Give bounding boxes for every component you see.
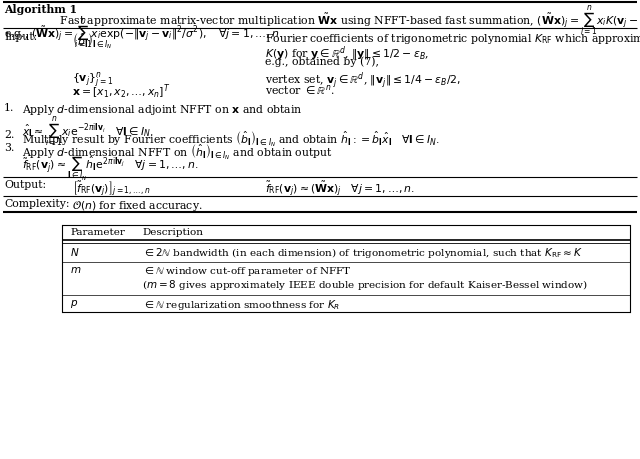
- Text: $\in 2\mathbb{N}$ bandwidth (in each dimension) of trigonometric polynomial, suc: $\in 2\mathbb{N}$ bandwidth (in each dim…: [142, 246, 583, 260]
- Text: ($m = 8$ gives approximately IEEE double precision for default Kaiser-Bessel win: ($m = 8$ gives approximately IEEE double…: [142, 278, 588, 292]
- Text: vertex set, $\mathbf{v}_j \in \mathbb{R}^d$, $\|\mathbf{v}_j\| \leq 1/4 - \varep: vertex set, $\mathbf{v}_j \in \mathbb{R}…: [265, 70, 461, 91]
- Text: $p$: $p$: [70, 298, 78, 310]
- Text: Apply $d$-dimensional adjoint NFFT on $\mathbf{x}$ and obtain: Apply $d$-dimensional adjoint NFFT on $\…: [22, 103, 303, 117]
- Text: vector $\in \mathbb{R}^n$.: vector $\in \mathbb{R}^n$.: [265, 83, 335, 97]
- Text: $\mathcal{O}(n)$ for fixed accuracy.: $\mathcal{O}(n)$ for fixed accuracy.: [72, 199, 202, 213]
- Text: Algorithm 1: Algorithm 1: [4, 4, 77, 15]
- Text: $\left\{\mathbf{v}_j\right\}_{j=1}^{n}$: $\left\{\mathbf{v}_j\right\}_{j=1}^{n}$: [72, 70, 113, 90]
- Text: Description: Description: [142, 228, 203, 237]
- Text: $m$: $m$: [70, 265, 81, 275]
- Text: e.g., obtained by (7),: e.g., obtained by (7),: [265, 56, 379, 67]
- Text: $N$: $N$: [70, 246, 79, 258]
- Text: Input:: Input:: [4, 32, 37, 42]
- Text: 2.: 2.: [4, 130, 14, 140]
- Text: $\left(\hat{b}_{\mathbf{l}}\right)_{\mathbf{l}\in I_N}$: $\left(\hat{b}_{\mathbf{l}}\right)_{\mat…: [72, 32, 113, 51]
- Text: Multiply result by Fourier coefficients $\left(\hat{b}_{\mathbf{l}}\right)_{\mat: Multiply result by Fourier coefficients …: [22, 130, 440, 150]
- Text: Fast approximate matrix-vector multiplication $\tilde{\mathbf{W}}\mathbf{x}$ usi: Fast approximate matrix-vector multiplic…: [56, 4, 640, 39]
- Text: $\in \mathbb{N}$ regularization smoothness for $K_R$: $\in \mathbb{N}$ regularization smoothne…: [142, 298, 340, 312]
- Text: $\left[\tilde{f}_{\mathrm{RF}}(\mathbf{v}_j)\right]_{j=1,\ldots,n}$: $\left[\tilde{f}_{\mathrm{RF}}(\mathbf{v…: [72, 180, 150, 200]
- Text: Complexity:: Complexity:: [4, 199, 70, 209]
- Text: Parameter: Parameter: [70, 228, 125, 237]
- Text: 1.: 1.: [4, 103, 14, 113]
- Text: $\mathbf{x} = [x_1, x_2, \ldots, x_n]^T$: $\mathbf{x} = [x_1, x_2, \ldots, x_n]^T$: [72, 83, 170, 101]
- Text: Fourier coefficients of trigonometric polynomial $K_{\mathrm{RF}}$ which approxi: Fourier coefficients of trigonometric po…: [265, 32, 640, 46]
- Text: $\hat{x}_{\mathbf{l}} \approx \sum_{i=1}^{n} x_i \mathrm{e}^{-2\pi\mathrm{i}\mat: $\hat{x}_{\mathbf{l}} \approx \sum_{i=1}…: [22, 115, 154, 150]
- Text: $\tilde{f}_{\mathrm{RF}}(\mathbf{v}_j) \approx (\tilde{\mathbf{W}}\mathbf{x})_j : $\tilde{f}_{\mathrm{RF}}(\mathbf{v}_j) \…: [265, 180, 415, 200]
- Text: e.g., $(\tilde{\mathbf{W}}\mathbf{x})_j = \sum_{i=1}^{n} x_i \exp(-\|\mathbf{v}_: e.g., $(\tilde{\mathbf{W}}\mathbf{x})_j …: [4, 17, 282, 51]
- Text: $\tilde{f}_{\mathrm{RF}}(\mathbf{v}_j) \approx \sum_{\mathbf{l}\in I_N} \hat{h}_: $\tilde{f}_{\mathrm{RF}}(\mathbf{v}_j) \…: [22, 155, 198, 183]
- Text: Output:: Output:: [4, 180, 46, 190]
- Text: Apply $d$-dimensional NFFT on $\left(\hat{h}_{\mathbf{l}}\right)_{\mathbf{l}\in : Apply $d$-dimensional NFFT on $\left(\ha…: [22, 143, 333, 162]
- Text: 3.: 3.: [4, 143, 14, 153]
- Text: $\in \mathbb{N}$ window cut-off parameter of NFFT: $\in \mathbb{N}$ window cut-off paramete…: [142, 265, 351, 278]
- Text: $K(\mathbf{y})$ for $\mathbf{y} \in \mathbb{R}^d$, $\|\mathbf{y}\| \leq 1/2 - \v: $K(\mathbf{y})$ for $\mathbf{y} \in \mat…: [265, 44, 429, 62]
